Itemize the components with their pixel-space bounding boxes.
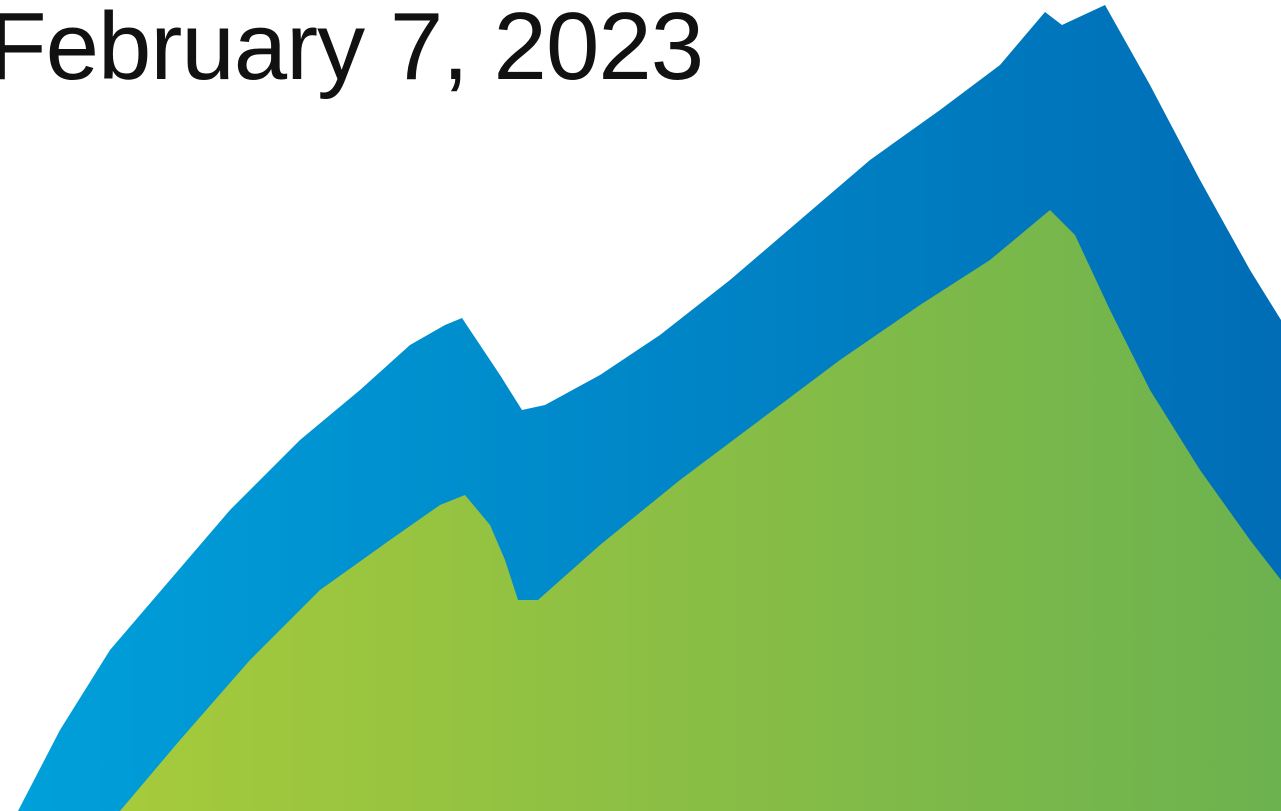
green-mountain (120, 210, 1281, 811)
date-heading: February 7, 2023 (0, 0, 704, 100)
